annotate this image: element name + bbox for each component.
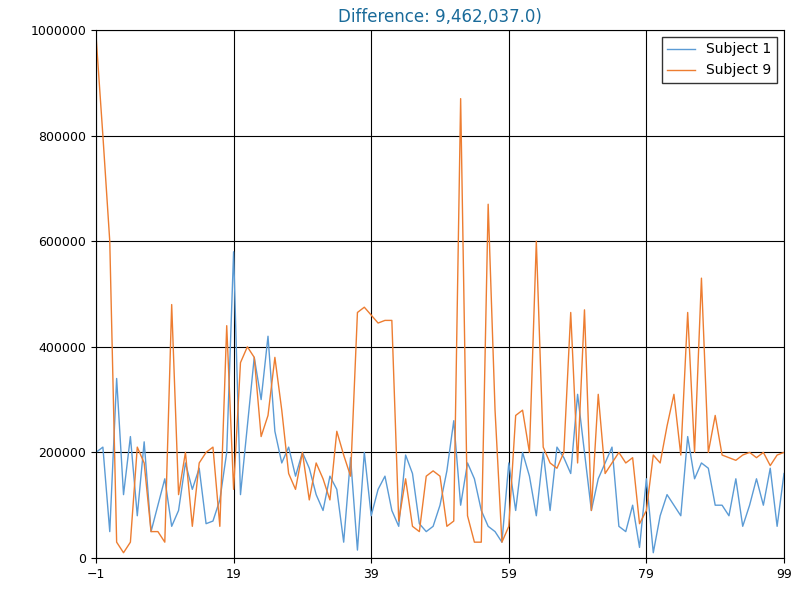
Subject 1 bbox=[580, 449, 590, 456]
Subject 1 bbox=[139, 438, 149, 445]
Subject 1 bbox=[270, 428, 280, 435]
Subject 1 bbox=[649, 549, 658, 556]
Subject 9 bbox=[614, 449, 624, 456]
Subject 1 bbox=[779, 470, 789, 477]
Subject 9 bbox=[414, 528, 424, 535]
Subject 1 bbox=[511, 507, 521, 514]
Subject 9 bbox=[580, 306, 590, 313]
Subject 1 bbox=[414, 520, 424, 527]
Subject 9 bbox=[146, 528, 156, 535]
Subject 1 bbox=[229, 248, 238, 256]
Subject 9 bbox=[779, 449, 789, 456]
Line: Subject 1: Subject 1 bbox=[96, 252, 784, 553]
Subject 9 bbox=[511, 412, 521, 419]
Subject 9 bbox=[270, 354, 280, 361]
Line: Subject 9: Subject 9 bbox=[96, 35, 784, 553]
Subject 9 bbox=[118, 549, 128, 556]
Subject 1 bbox=[614, 523, 624, 530]
Legend: Subject 1, Subject 9: Subject 1, Subject 9 bbox=[662, 37, 777, 83]
Title: Difference: 9,462,037.0): Difference: 9,462,037.0) bbox=[338, 8, 542, 26]
Subject 1 bbox=[91, 449, 101, 456]
Subject 9 bbox=[91, 32, 101, 39]
